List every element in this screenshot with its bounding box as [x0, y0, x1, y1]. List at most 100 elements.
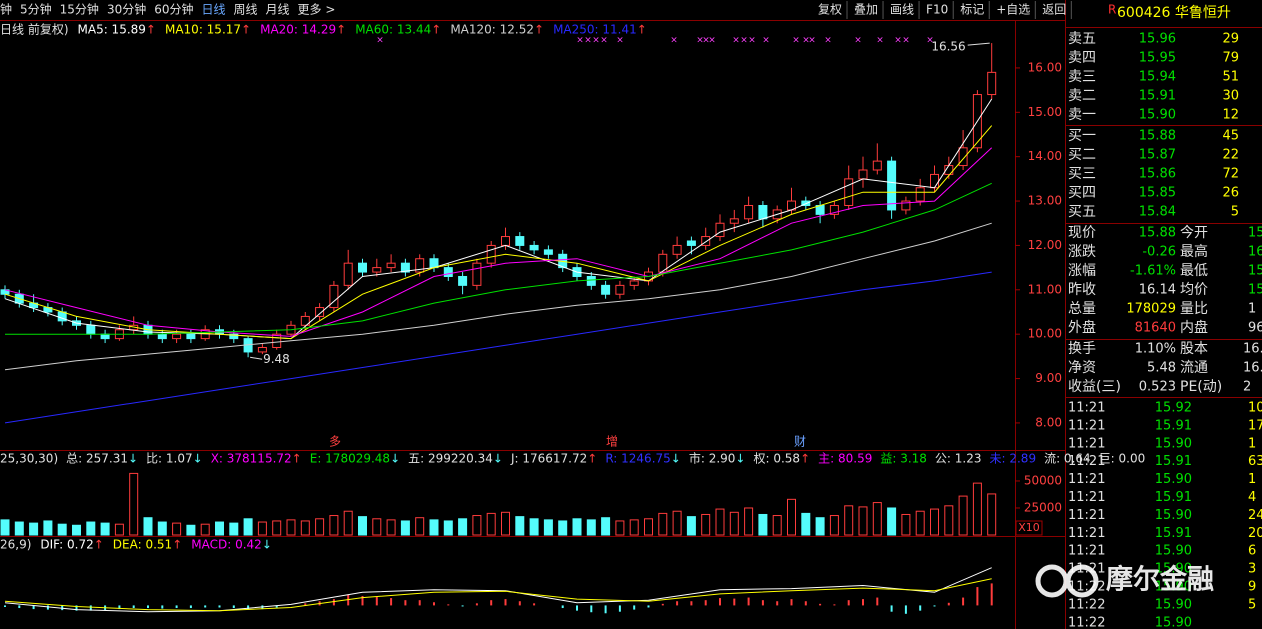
quote-value: 16. [1243, 361, 1262, 376]
quote-value: 15 [1248, 226, 1262, 241]
book-price: 15.84 [1139, 205, 1176, 220]
y-tick-label: 25000 [1024, 500, 1062, 514]
tick-price: 15.91 [1155, 454, 1192, 469]
quote-value: 16.14 [1139, 283, 1176, 298]
tick-time: 11:22 [1068, 615, 1105, 629]
volume-bar [801, 512, 811, 536]
quote-label: 昨收 [1068, 282, 1096, 298]
tick-price: 15.90 [1155, 472, 1192, 487]
tick-price: 15.90 [1155, 544, 1192, 559]
volume-bar [229, 522, 239, 536]
volume-bar [415, 517, 425, 536]
period-tab[interactable]: 30分钟 [107, 2, 146, 17]
volume-bar [186, 524, 196, 536]
candle-body [930, 173, 939, 189]
tick-volume: 17 [1248, 418, 1262, 433]
quote-value: 15 [1248, 264, 1262, 279]
indicator-arrow: ↑ [800, 452, 810, 466]
period-tab[interactable]: 日线 [202, 3, 226, 17]
toolbar-button[interactable]: 返回 [1042, 3, 1066, 17]
tick-time: 11:21 [1068, 544, 1105, 559]
signal-marker: × [702, 36, 710, 46]
stock-flag: R [1108, 3, 1116, 17]
indicator-value: MA5: 15.89 [78, 23, 146, 37]
volume-bar [57, 523, 67, 536]
volume-bar [86, 521, 96, 536]
tick-time: 11:21 [1068, 401, 1105, 416]
volume-bar [386, 519, 396, 536]
quote-label: 现价 [1068, 225, 1096, 241]
toolbar-button[interactable]: 复权 [818, 3, 842, 17]
event-marker: 财 [794, 435, 806, 449]
period-tab[interactable]: 月线 [266, 3, 290, 17]
candle-body [329, 284, 339, 309]
candle-body [758, 204, 768, 220]
volume-bar [486, 512, 496, 536]
book-price: 15.86 [1139, 167, 1176, 182]
volume-bar [257, 521, 267, 536]
volume-bar [715, 508, 725, 536]
tick-price: 15.91 [1155, 526, 1192, 541]
quote-label: 最高 [1180, 243, 1208, 260]
volume-bar [901, 513, 911, 536]
book-label: 买五 [1068, 204, 1096, 220]
signal-marker: × [376, 36, 384, 46]
book-price: 15.96 [1139, 32, 1176, 47]
quote-label: 净资 [1068, 360, 1096, 376]
indicator-value: 未: 2.89 [990, 452, 1037, 466]
volume-bar [358, 516, 367, 536]
indicator-value: DEA: 0.51 [113, 538, 172, 552]
signal-marker: × [894, 36, 902, 46]
toolbar-button[interactable]: +自选 [996, 3, 1030, 17]
period-tab[interactable]: 更多 > [298, 3, 336, 17]
period-tab[interactable]: 15分钟 [60, 2, 99, 17]
candle-body [86, 324, 96, 335]
ma-line [4, 222, 992, 371]
indicator-arrow: ↓ [390, 452, 400, 466]
candle-body [501, 236, 510, 246]
period-tab[interactable]: 5分钟 [20, 2, 52, 17]
candle-body [515, 236, 525, 246]
candle-body [315, 307, 325, 317]
period-tab[interactable]: 60分钟 [154, 2, 193, 17]
candle-body [443, 267, 453, 277]
toolbar-button[interactable]: 标记 [960, 3, 984, 17]
quote-label: 涨跌 [1068, 244, 1096, 260]
tick-price: 15.91 [1155, 418, 1192, 433]
period-tab[interactable]: 分钟 [0, 2, 12, 17]
volume-bar [501, 511, 510, 536]
tick-time: 11:21 [1068, 490, 1105, 505]
toolbar-button[interactable]: 叠加 [854, 3, 878, 17]
toolbar-button[interactable]: 画线 [890, 3, 914, 17]
volume-bar [129, 472, 139, 536]
quote-value: -1.61% [1130, 264, 1176, 279]
quote-label: 涨幅 [1068, 263, 1096, 279]
candle-body [186, 333, 196, 340]
quote-value: 5.48 [1147, 361, 1176, 376]
period-tab[interactable]: 周线 [234, 3, 258, 17]
quote-label: 换手 [1068, 340, 1096, 357]
candle-body [901, 200, 911, 211]
signal-marker: × [802, 36, 810, 46]
tick-time: 11:21 [1068, 454, 1105, 469]
indicator-value: MA250: 11.41 [553, 23, 637, 37]
indicator-value: 市: 2.90 [689, 451, 736, 466]
toolbar-button[interactable]: F10 [926, 3, 948, 17]
volume-bar [887, 507, 897, 536]
y-tick-label: 11.00 [1028, 282, 1062, 296]
candle-body [858, 169, 868, 180]
dif-line [4, 567, 992, 613]
tick-price: 15.90 [1155, 562, 1192, 577]
volume-bar [529, 518, 539, 536]
tick-volume: 24 [1248, 508, 1262, 523]
quote-label: 总量 [1068, 301, 1096, 317]
signal-marker: × [740, 36, 748, 46]
signal-marker: × [708, 36, 716, 46]
book-price: 15.90 [1139, 108, 1176, 123]
candle-body [887, 160, 897, 211]
volume-bar [958, 495, 968, 536]
event-marker: 增 [606, 435, 618, 449]
indicator-arrow: ↑ [241, 23, 251, 37]
book-volume: 26 [1222, 186, 1239, 201]
